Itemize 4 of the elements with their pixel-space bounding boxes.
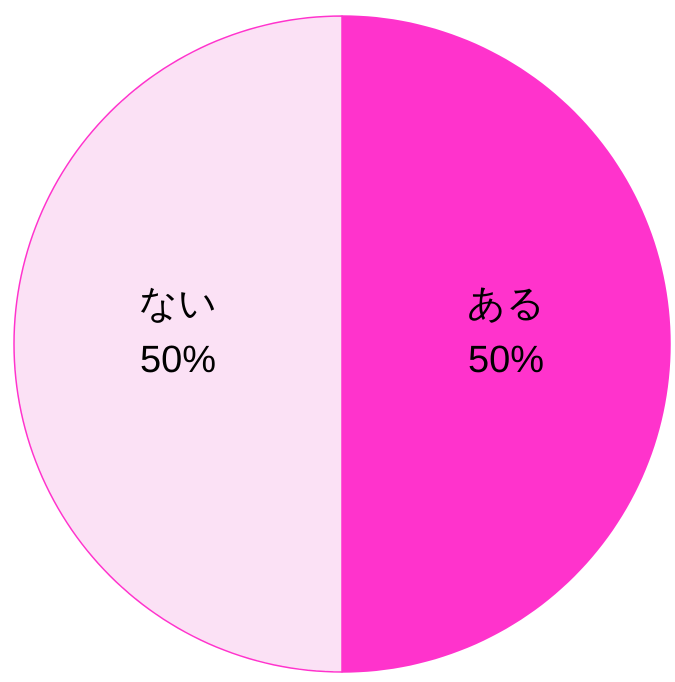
slice-label: ない xyxy=(139,283,217,325)
slice-label: ある xyxy=(467,283,545,325)
data-label: 50% xyxy=(468,339,544,381)
data-label: 50% xyxy=(140,339,216,381)
